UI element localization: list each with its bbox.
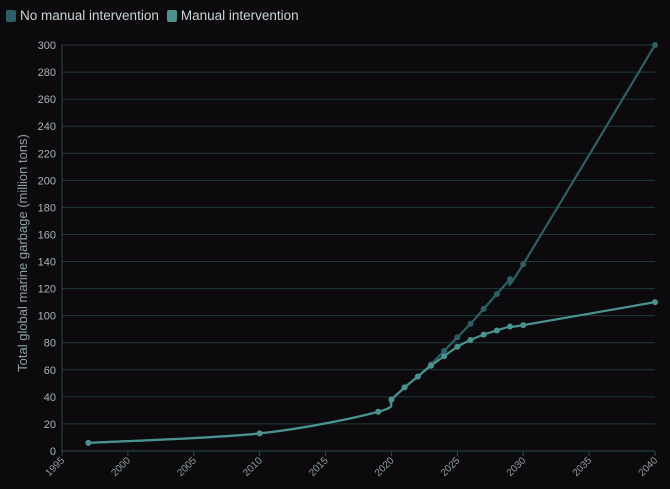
x-tick-label: 2005 [175, 455, 199, 479]
data-point[interactable] [85, 439, 92, 446]
y-tick-label: 120 [38, 284, 56, 296]
series-line-0 [88, 44, 656, 444]
y-tick-label: 260 [38, 94, 56, 106]
data-point[interactable] [454, 343, 461, 350]
x-tick-label: 2020 [373, 455, 397, 479]
data-point[interactable] [441, 347, 448, 354]
y-tick-label: 160 [38, 229, 56, 241]
data-point[interactable] [401, 384, 408, 391]
y-tick-label: 100 [38, 311, 56, 323]
y-tick-label: 240 [38, 121, 56, 133]
data-point[interactable] [414, 373, 421, 380]
x-tick-label: 1995 [44, 455, 68, 479]
data-point[interactable] [427, 362, 434, 369]
data-point[interactable] [467, 320, 474, 327]
data-point[interactable] [467, 337, 474, 344]
axes: 0204060801001201401601802002202402602803… [38, 40, 661, 479]
y-tick-label: 300 [38, 40, 56, 52]
x-tick-label: 2000 [109, 455, 133, 479]
x-tick-label: 2030 [505, 455, 529, 479]
series-line-1 [88, 301, 656, 444]
x-tick-label: 2035 [571, 455, 595, 479]
legend-label-no-intervention: No manual intervention [20, 8, 159, 23]
x-tick-label: 2040 [637, 455, 661, 479]
legend-swatch-no-intervention [6, 9, 16, 22]
data-point[interactable] [375, 408, 382, 415]
data-point[interactable] [480, 331, 487, 338]
legend-swatch-intervention [166, 9, 177, 22]
data-point[interactable] [507, 276, 514, 283]
y-tick-label: 220 [38, 148, 56, 160]
data-point[interactable] [493, 291, 500, 298]
y-tick-label: 40 [44, 392, 56, 404]
x-tick-label: 2025 [439, 455, 463, 479]
x-tick-label: 2010 [241, 455, 265, 479]
legend-item-intervention[interactable]: Manual intervention [166, 8, 299, 23]
data-point[interactable] [256, 430, 263, 437]
y-tick-label: 20 [44, 419, 56, 431]
y-tick-label: 280 [38, 67, 56, 79]
data-point[interactable] [454, 334, 461, 341]
y-tick-label: 0 [50, 446, 56, 458]
legend: No manual intervention Manual interventi… [6, 8, 299, 23]
series-layer [85, 42, 658, 446]
x-tick-label: 2015 [307, 455, 331, 479]
data-point[interactable] [388, 396, 395, 403]
y-tick-label: 200 [38, 175, 56, 187]
data-point[interactable] [652, 299, 658, 306]
data-point[interactable] [480, 305, 487, 312]
data-point[interactable] [520, 261, 527, 268]
y-tick-label: 180 [38, 202, 56, 214]
y-tick-label: 80 [44, 338, 56, 350]
data-point[interactable] [652, 42, 658, 48]
y-tick-label: 60 [44, 365, 56, 377]
data-point[interactable] [441, 353, 448, 360]
y-tick-label: 140 [38, 257, 56, 269]
data-point[interactable] [493, 327, 500, 334]
legend-item-no-intervention[interactable]: No manual intervention [6, 8, 159, 23]
legend-label-intervention: Manual intervention [180, 8, 299, 23]
grid [62, 44, 655, 452]
y-axis-label: Total global marine garbage (million ton… [15, 134, 30, 372]
data-point[interactable] [507, 323, 514, 330]
data-point[interactable] [520, 322, 527, 329]
